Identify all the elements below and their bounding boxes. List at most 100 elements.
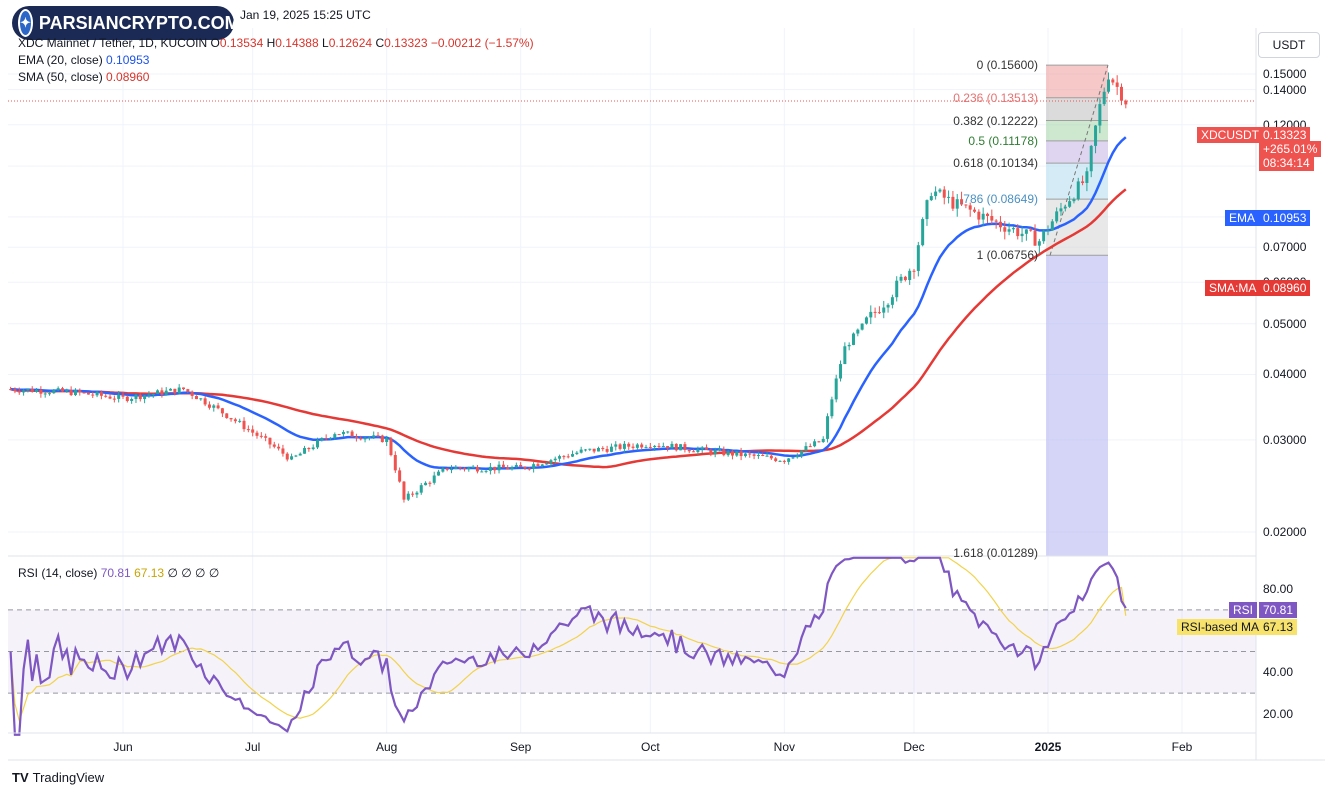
candle-body: [830, 399, 834, 417]
candle-body: [730, 451, 734, 456]
candle-body: [514, 464, 518, 468]
candle-body: [1107, 79, 1111, 92]
candle-body: [942, 189, 946, 198]
price-tick-label: 0.14000: [1263, 82, 1307, 97]
candle-body: [333, 434, 337, 438]
candle-body: [981, 213, 985, 220]
candle-body: [1094, 125, 1098, 146]
candle-body: [778, 460, 782, 462]
rsi-tick-label: 80.00: [1263, 582, 1294, 596]
fib-zone: [1046, 140, 1108, 164]
candle-body: [402, 481, 406, 500]
symbol-header[interactable]: XDC Mainnet / Tether, 1D, KUCOIN O0.1353…: [18, 36, 534, 50]
currency-button[interactable]: USDT: [1258, 32, 1320, 58]
candle-body: [1042, 230, 1046, 242]
rsi-value-tag: 70.81: [1259, 602, 1298, 618]
candle-body: [938, 189, 942, 192]
candle-body: [35, 390, 39, 393]
price-change: −0.00212 (−1.57%): [430, 36, 534, 50]
candle-body: [562, 456, 566, 458]
candle-body: [259, 435, 263, 437]
candle-body: [393, 455, 397, 471]
candle-body: [411, 493, 415, 495]
candle-body: [441, 468, 445, 472]
candle-body: [130, 398, 134, 401]
candle-body: [964, 204, 968, 206]
time-tick-label: Jul: [245, 740, 261, 754]
candle-body: [795, 455, 799, 458]
candle-body: [955, 199, 959, 209]
candle-body: [886, 304, 890, 308]
candle-body: [475, 466, 479, 472]
ema-line: [10, 136, 1127, 471]
candle-body: [229, 418, 233, 420]
fib-level-label: .786 (0.08649): [959, 192, 1038, 207]
candle-body: [78, 390, 82, 393]
candle-body: [445, 468, 449, 470]
candle-body: [1068, 201, 1072, 207]
candle-body: [484, 470, 488, 472]
time-tick-label: Sep: [509, 740, 532, 754]
candle-body: [592, 448, 596, 452]
candle-body: [839, 364, 843, 379]
candle-body: [977, 211, 981, 220]
candle-body: [458, 467, 462, 469]
candle-body: [782, 460, 786, 462]
price-tick-label: 0.03000: [1263, 432, 1307, 447]
rsima-name-tag: RSI-based MA: [1177, 619, 1264, 635]
candle-body: [674, 443, 678, 451]
price-tick-label: 0.02000: [1263, 525, 1307, 539]
candlestick-series: [9, 72, 1128, 503]
tradingview-brand[interactable]: TV TradingView: [12, 770, 105, 785]
candle-body: [160, 390, 164, 395]
candle-body: [558, 456, 562, 459]
candle-body: [169, 388, 173, 391]
candle-body: [1016, 228, 1020, 237]
date-text: Jan 19, 2025 15:25 UTC: [240, 8, 371, 22]
candle-body: [605, 449, 609, 452]
candle-body: [774, 458, 778, 462]
time-tick-label: Feb: [1171, 740, 1193, 754]
candle-body: [177, 387, 181, 394]
candle-body: [164, 390, 168, 395]
candle-body: [117, 394, 121, 399]
candle-body: [56, 388, 60, 391]
symbol-tag: XDCUSDT: [1197, 127, 1264, 143]
candle-body: [1072, 199, 1076, 202]
candle-body: [501, 464, 505, 468]
candle-body: [186, 389, 190, 392]
candle-body: [506, 467, 510, 470]
candle-body: [717, 449, 721, 451]
candle-body: [998, 221, 1002, 228]
candle-body: [1029, 229, 1033, 231]
candle-body: [756, 455, 760, 457]
candle-body: [324, 437, 328, 439]
candle-body: [190, 391, 194, 396]
candle-body: [82, 392, 86, 394]
candle-body: [1098, 104, 1102, 126]
candle-body: [9, 389, 13, 391]
candle-body: [951, 196, 955, 209]
candle-body: [873, 311, 877, 313]
candle-body: [303, 447, 307, 454]
candle-body: [571, 454, 575, 457]
rsi-line: [9, 556, 1127, 736]
candle-body: [1007, 229, 1011, 232]
rsi-legend[interactable]: RSI (14, close) 70.81 67.13 ∅ ∅ ∅ ∅: [18, 566, 220, 580]
candle-body: [316, 440, 320, 448]
candle-body: [1011, 228, 1015, 230]
candle-body: [264, 436, 268, 438]
ema-legend[interactable]: EMA (20, close) 0.10953: [18, 53, 150, 67]
candle-body: [648, 446, 652, 448]
candle-body: [480, 471, 484, 473]
candle-body: [700, 447, 704, 450]
rsi-name-tag: RSI: [1229, 602, 1258, 618]
countdown-tag: 08:34:14: [1259, 155, 1314, 171]
candle-body: [1063, 206, 1067, 209]
candle-body: [1076, 181, 1080, 200]
candle-body: [947, 196, 951, 198]
sma-legend[interactable]: SMA (50, close) 0.08960: [18, 70, 150, 84]
fib-zone: [1046, 120, 1108, 141]
fib-zone: [1046, 255, 1108, 556]
candle-body: [808, 446, 812, 448]
